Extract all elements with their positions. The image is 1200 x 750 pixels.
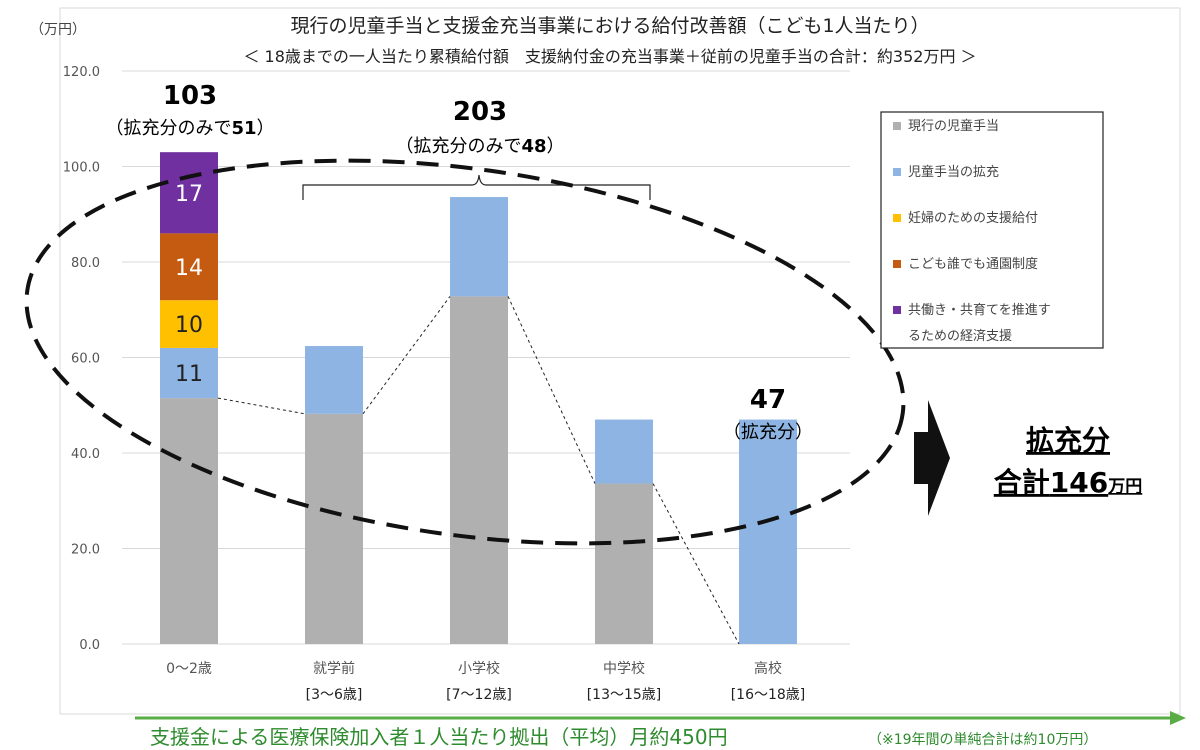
- connector-line: [362, 296, 451, 415]
- legend-entry: 児童手当の拡充: [908, 164, 999, 180]
- legend-swatch: [893, 214, 901, 222]
- highlight-ellipse: [24, 158, 906, 546]
- sum-total: 合計146万円: [994, 466, 1142, 499]
- y-axis-unit: （万円）: [30, 22, 86, 38]
- first-total-label: 103: [163, 81, 217, 111]
- legend: 現行の児童手当児童手当の拡充妊婦のための支援給付こども誰でも通園制度共働き・共育…: [893, 118, 1051, 344]
- gridlines: [122, 70, 850, 645]
- mid-note-suffix: ）: [547, 136, 565, 157]
- first-note: （拡充分のみで51）: [105, 118, 274, 139]
- bar-segment: [595, 483, 653, 644]
- chart-title: 現行の児童手当と支援金充当事業における給付改善額（こども1人当たり）: [290, 15, 929, 37]
- y-tick-label: 100.0: [63, 161, 100, 176]
- legend-entry: 共働き・共育てを推進す: [908, 302, 1051, 318]
- y-tick-label: 120.0: [63, 65, 100, 80]
- segment-value-label: 17: [175, 182, 203, 207]
- bar-segment: [450, 197, 508, 297]
- segment-value-label: 10: [175, 313, 203, 338]
- bar-segment: [595, 419, 653, 484]
- mid-total-label: 203: [453, 97, 507, 127]
- x-tick-label: 0～2歳: [166, 661, 212, 677]
- x-tick-label: 中学校: [603, 660, 645, 677]
- x-tick-sublabel: [7～12歳]: [446, 687, 512, 703]
- segment-labels: 11 10 14 17: [175, 182, 203, 387]
- footer-note: （※19年間の単純合計は約10万円）: [868, 732, 1097, 748]
- first-note-value: 51: [231, 118, 256, 139]
- y-tick-label: 80.0: [71, 256, 100, 271]
- legend-swatch: [893, 306, 901, 314]
- connector-lines: [217, 296, 740, 645]
- x-tick-sublabel: [13～15歳]: [587, 687, 662, 703]
- bar-segment: [160, 152, 218, 234]
- x-tick-label: 就学前: [313, 660, 355, 677]
- legend-entry: 現行の児童手当: [908, 118, 999, 134]
- right-arrow-icon: [914, 400, 950, 516]
- footer-arrow-head-icon: [1170, 711, 1186, 725]
- legend-swatch: [893, 122, 901, 130]
- x-tick-sublabel: [3～6歳]: [306, 687, 363, 703]
- legend-entry: こども誰でも通園制度: [908, 256, 1038, 272]
- y-tick-label: 0.0: [79, 638, 100, 653]
- bar-segment: [160, 300, 218, 348]
- bar-segment: [739, 419, 797, 644]
- bar-segment: [160, 347, 218, 399]
- bar-segment: [160, 233, 218, 301]
- legend-entry: るための経済支援: [908, 328, 1012, 344]
- bar-segment: [450, 296, 508, 644]
- group-brace: [302, 174, 651, 200]
- last-total-label: 47: [750, 385, 786, 415]
- first-note-suffix: ）: [257, 118, 275, 139]
- x-tick-sublabel: [16～18歳]: [731, 687, 806, 703]
- y-tick-labels: 0.0 20.0 40.0 60.0 80.0 100.0 120.0: [63, 65, 100, 653]
- last-note: （拡充分）: [723, 422, 813, 443]
- sum-unit: 万円: [1107, 477, 1142, 497]
- chart-frame: [59, 7, 1181, 715]
- mid-note-prefix: （拡充分のみで: [395, 136, 521, 157]
- connector-line: [217, 397, 306, 415]
- chart-subtitle: ＜ 18歳までの一人当たり累積給付額 支援納付金の充当事業＋従前の児童手当の合計…: [243, 47, 976, 66]
- bar-segment: [305, 413, 363, 644]
- x-tick-label: 高校: [754, 660, 782, 677]
- legend-entry: 妊婦のための支援給付: [908, 210, 1038, 226]
- x-tick-label: 小学校: [458, 660, 500, 677]
- legend-swatch: [893, 168, 901, 176]
- first-note-prefix: （拡充分のみで: [105, 118, 231, 139]
- segment-value-label: 11: [175, 362, 203, 387]
- x-tick-labels: 0～2歳 就学前 [3～6歳] 小学校 [7～12歳] 中学校 [13～15歳] 高校 [16～…: [166, 660, 805, 703]
- footer-text: 支援金による医療保険加入者１人当たり拠出（平均）月約450円: [150, 725, 728, 749]
- connector-line: [507, 296, 596, 484]
- y-tick-label: 20.0: [71, 543, 100, 558]
- y-tick-label: 40.0: [71, 447, 100, 462]
- y-tick-label: 60.0: [71, 352, 100, 367]
- mid-note-value: 48: [521, 136, 546, 157]
- sum-value: 146: [1050, 466, 1108, 499]
- sum-label: 拡充分: [1026, 424, 1110, 457]
- connector-line: [652, 483, 740, 645]
- bar-segment: [160, 398, 218, 644]
- bars: [160, 152, 797, 644]
- sum-prefix: 合計: [994, 466, 1050, 499]
- legend-box: [880, 111, 1104, 349]
- bar-segment: [305, 346, 363, 414]
- legend-swatch: [893, 260, 901, 268]
- mid-note: （拡充分のみで48）: [395, 136, 564, 157]
- segment-value-label: 14: [175, 256, 203, 281]
